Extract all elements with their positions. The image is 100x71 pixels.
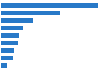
Bar: [1, 11, 60, 15]
Bar: [1, 33, 19, 38]
Bar: [1, 56, 13, 60]
Bar: [1, 41, 18, 45]
Bar: [1, 63, 7, 68]
Bar: [1, 3, 98, 8]
Bar: [1, 48, 14, 53]
Bar: [1, 18, 33, 23]
Bar: [1, 26, 23, 30]
